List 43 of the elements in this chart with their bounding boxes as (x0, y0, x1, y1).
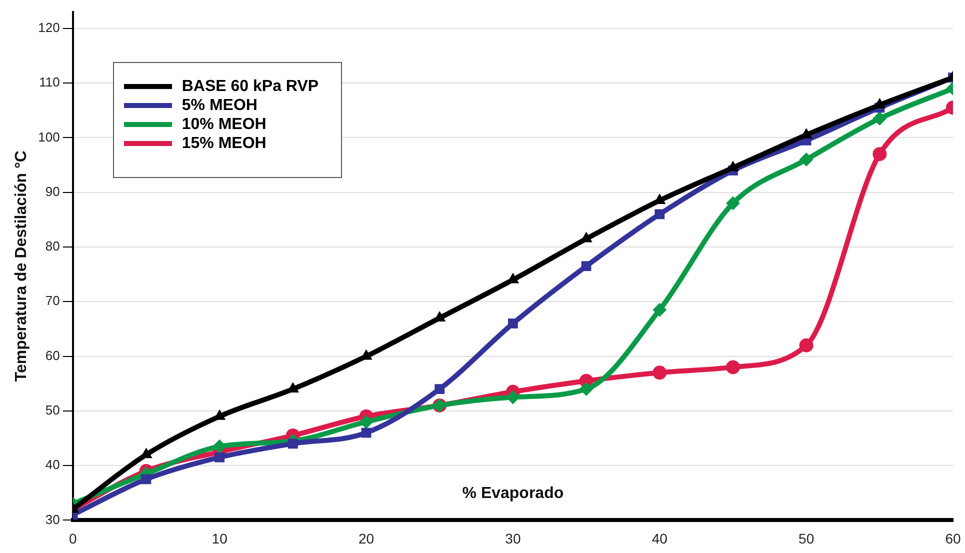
x-axis-title: % Evaporado (462, 485, 564, 502)
legend-label: 15% MEOH (182, 134, 266, 152)
legend-label: BASE 60 kPa RVP (182, 78, 319, 96)
point (579, 382, 594, 396)
point (726, 196, 740, 210)
x-tick-label: 0 (68, 530, 77, 546)
point (799, 152, 814, 167)
x-tick-label: 50 (798, 530, 814, 546)
point (652, 366, 667, 380)
point (581, 261, 592, 272)
point (726, 360, 740, 374)
point (434, 384, 445, 394)
point (214, 452, 225, 462)
y-tick-label: 110 (39, 74, 60, 90)
point (361, 428, 372, 438)
point (288, 438, 298, 449)
point (654, 209, 665, 220)
y-tick-label: 100 (38, 129, 60, 144)
point (872, 147, 887, 162)
legend-label: 10% MEOH (182, 116, 266, 134)
y-tick-label: 30 (45, 512, 60, 527)
x-tick-label: 40 (652, 530, 668, 546)
point (799, 338, 814, 352)
point (652, 302, 667, 317)
x-tick-label: 60 (945, 530, 961, 546)
y-tick-label: 90 (45, 184, 60, 199)
y-tick-label: 40 (45, 457, 60, 472)
point (141, 474, 152, 484)
point (508, 318, 518, 328)
x-tick-label: 30 (505, 530, 521, 546)
y-tick-label: 120 (38, 20, 60, 35)
point (872, 112, 887, 126)
y-tick-label: 70 (45, 293, 60, 308)
x-tick-label: 10 (212, 530, 228, 546)
y-tick-label: 50 (45, 402, 60, 418)
point (506, 390, 520, 404)
point (212, 439, 227, 454)
legend-label: 5% MEOH (182, 96, 258, 114)
y-axis-title: Temperatura de Destilación °C (13, 150, 30, 382)
point (359, 414, 374, 429)
y-tick-label: 60 (45, 348, 60, 363)
y-tick-label: 80 (45, 238, 60, 254)
x-tick-label: 20 (358, 530, 374, 546)
